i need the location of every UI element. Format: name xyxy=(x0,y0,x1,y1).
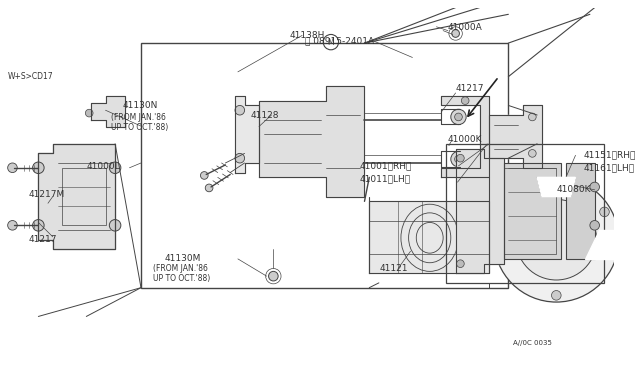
Circle shape xyxy=(269,271,278,281)
Circle shape xyxy=(452,30,460,37)
Circle shape xyxy=(109,162,121,173)
Polygon shape xyxy=(456,148,504,273)
Text: 41011〈LH〉: 41011〈LH〉 xyxy=(360,175,411,184)
Text: M: M xyxy=(328,38,334,46)
Text: 41217: 41217 xyxy=(29,235,57,244)
Circle shape xyxy=(461,97,469,105)
Circle shape xyxy=(590,221,600,230)
Text: (FROM JAN.'86: (FROM JAN.'86 xyxy=(111,113,166,122)
Text: (FROM JAN.'86: (FROM JAN.'86 xyxy=(154,264,209,273)
Circle shape xyxy=(85,109,93,117)
Polygon shape xyxy=(259,86,365,196)
Circle shape xyxy=(235,105,244,115)
Polygon shape xyxy=(441,96,489,177)
Circle shape xyxy=(516,199,596,280)
Text: 41121: 41121 xyxy=(380,264,408,273)
Polygon shape xyxy=(38,144,115,249)
Text: 41130N: 41130N xyxy=(123,101,158,110)
Text: 41080K: 41080K xyxy=(556,185,591,194)
Bar xyxy=(566,163,595,259)
Text: ⒩ 08915-2401A: ⒩ 08915-2401A xyxy=(305,37,374,46)
Text: 41217M: 41217M xyxy=(29,190,65,199)
Text: 41000A: 41000A xyxy=(448,23,483,32)
Circle shape xyxy=(205,184,213,192)
Circle shape xyxy=(600,207,609,217)
Bar xyxy=(504,163,561,259)
Bar xyxy=(62,168,106,225)
Circle shape xyxy=(33,162,44,173)
Text: W+S>CD17: W+S>CD17 xyxy=(8,72,53,81)
Circle shape xyxy=(456,260,464,267)
Text: UP TO OCT.'88): UP TO OCT.'88) xyxy=(154,273,211,283)
Bar xyxy=(446,144,604,283)
Text: 41000L: 41000L xyxy=(86,162,120,171)
Circle shape xyxy=(109,219,121,231)
Text: 41130M: 41130M xyxy=(165,254,202,263)
Circle shape xyxy=(503,207,513,217)
Circle shape xyxy=(456,154,464,162)
Circle shape xyxy=(461,169,469,176)
Circle shape xyxy=(8,221,17,230)
Circle shape xyxy=(494,177,619,302)
Bar xyxy=(504,168,556,254)
Polygon shape xyxy=(369,201,489,273)
Text: 41001〈RH〉: 41001〈RH〉 xyxy=(360,161,412,170)
Bar xyxy=(141,43,508,288)
Circle shape xyxy=(451,109,466,125)
Circle shape xyxy=(451,151,466,167)
Circle shape xyxy=(8,163,17,173)
Circle shape xyxy=(454,155,462,163)
Text: 41151〈RH〉: 41151〈RH〉 xyxy=(583,151,636,160)
Polygon shape xyxy=(537,177,575,196)
Text: 41217: 41217 xyxy=(456,84,484,93)
Circle shape xyxy=(235,153,244,163)
Circle shape xyxy=(529,113,536,121)
Circle shape xyxy=(529,150,536,157)
Circle shape xyxy=(552,291,561,300)
Polygon shape xyxy=(91,96,125,126)
Polygon shape xyxy=(585,230,619,259)
Text: 41138H: 41138H xyxy=(290,31,325,40)
Polygon shape xyxy=(489,105,542,168)
Circle shape xyxy=(200,171,208,179)
Circle shape xyxy=(454,113,462,121)
Text: A//0C 0035: A//0C 0035 xyxy=(513,340,552,346)
Circle shape xyxy=(33,219,44,231)
Text: UP TO OCT.'88): UP TO OCT.'88) xyxy=(111,123,168,132)
Text: 41128: 41128 xyxy=(250,110,279,119)
Polygon shape xyxy=(235,96,259,173)
Text: 41161〈LH〉: 41161〈LH〉 xyxy=(583,163,634,172)
Circle shape xyxy=(590,182,600,192)
Text: 41000K: 41000K xyxy=(448,135,483,144)
